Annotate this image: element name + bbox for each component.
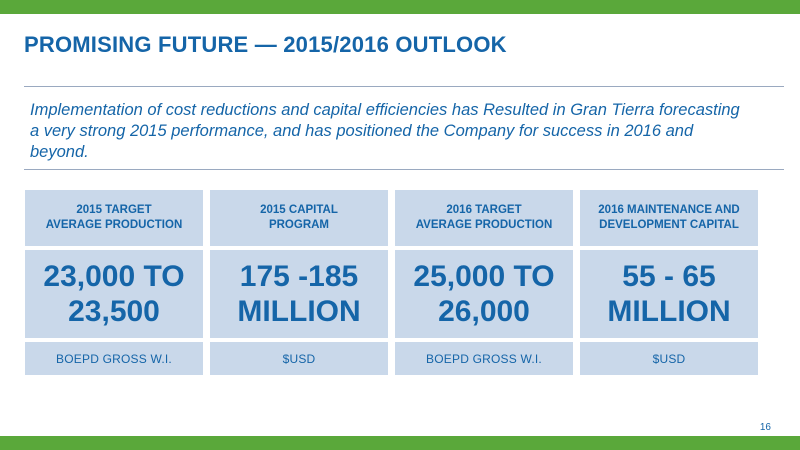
slide-title: PROMISING FUTURE — 2015/2016 OUTLOOK: [24, 32, 507, 57]
card-heading: 2015 CAPITAL PROGRAM: [260, 204, 338, 231]
card-divider: [210, 246, 388, 250]
intro-paragraph: Implementation of cost reductions and ca…: [30, 101, 740, 161]
card-heading: 2015 TARGET AVERAGE PRODUCTION: [45, 204, 183, 231]
card-value: 175 -185 MILLION: [237, 260, 361, 328]
top-accent-bar: [0, 0, 800, 14]
card-divider: [25, 338, 203, 342]
intro-divider: [24, 169, 784, 170]
card-value: 55 - 65 MILLION: [607, 260, 731, 328]
outlook-cards: 2015 TARGET AVERAGE PRODUCTION 23,000 TO…: [25, 190, 759, 375]
card-heading: 2016 MAINTENANCE AND DEVELOPMENT CAPITAL: [598, 204, 740, 231]
card-unit: $USD: [652, 351, 686, 366]
card-divider: [395, 338, 573, 342]
card-divider: [580, 338, 758, 342]
card-divider: [210, 338, 388, 342]
card-heading: 2016 TARGET AVERAGE PRODUCTION: [415, 204, 553, 231]
card-value: 25,000 TO 26,000: [413, 260, 555, 328]
card-2016-production: 2016 TARGET AVERAGE PRODUCTION 25,000 TO…: [395, 190, 573, 375]
card-divider: [580, 246, 758, 250]
card-2015-production: 2015 TARGET AVERAGE PRODUCTION 23,000 TO…: [25, 190, 203, 375]
card-unit: BOEPD GROSS W.I.: [56, 351, 172, 366]
card-unit: BOEPD GROSS W.I.: [426, 351, 542, 366]
card-divider: [25, 246, 203, 250]
title-divider: [24, 86, 784, 87]
card-2015-capital: 2015 CAPITAL PROGRAM 175 -185 MILLION $U…: [210, 190, 388, 375]
card-unit: $USD: [282, 351, 316, 366]
card-divider: [395, 246, 573, 250]
bottom-accent-bar: [0, 436, 800, 450]
page-number: 16: [759, 422, 771, 433]
card-2016-capital: 2016 MAINTENANCE AND DEVELOPMENT CAPITAL…: [580, 190, 758, 375]
card-value: 23,000 TO 23,500: [43, 260, 185, 328]
